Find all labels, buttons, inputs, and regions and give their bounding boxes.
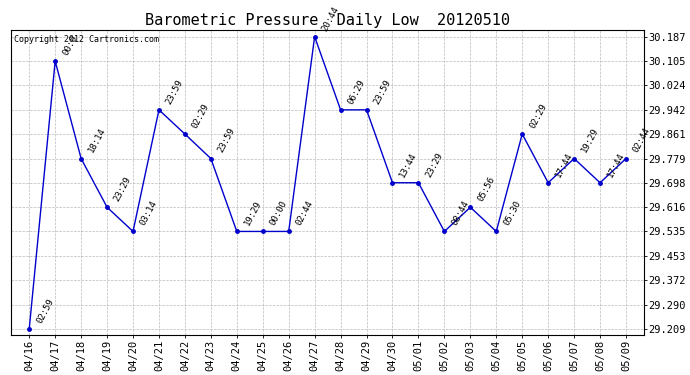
Text: 02:59: 02:59: [34, 297, 55, 325]
Text: 23:29: 23:29: [424, 151, 444, 178]
Text: 02:44: 02:44: [631, 126, 652, 154]
Title: Barometric Pressure  Daily Low  20120510: Barometric Pressure Daily Low 20120510: [145, 12, 510, 27]
Text: 23:59: 23:59: [164, 78, 185, 106]
Text: 19:29: 19:29: [242, 200, 263, 227]
Text: 17:44: 17:44: [606, 151, 627, 178]
Text: 03:14: 03:14: [139, 200, 159, 227]
Text: 02:29: 02:29: [528, 102, 549, 130]
Text: 06:29: 06:29: [346, 78, 366, 106]
Text: 00:0: 00:0: [61, 34, 79, 57]
Text: 08:44: 08:44: [450, 200, 471, 227]
Text: 23:59: 23:59: [372, 78, 393, 106]
Text: 23:59: 23:59: [217, 126, 237, 154]
Text: 02:29: 02:29: [190, 102, 211, 130]
Text: 23:29: 23:29: [112, 175, 133, 203]
Text: Copyright 2012 Cartronics.com: Copyright 2012 Cartronics.com: [14, 34, 159, 44]
Text: 05:30: 05:30: [502, 200, 522, 227]
Text: 18:14: 18:14: [87, 126, 107, 154]
Text: 17:44: 17:44: [553, 151, 574, 178]
Text: 02:44: 02:44: [294, 200, 315, 227]
Text: 19:29: 19:29: [580, 126, 600, 154]
Text: 00:00: 00:00: [268, 200, 289, 227]
Text: 05:56: 05:56: [476, 175, 496, 203]
Text: 13:44: 13:44: [398, 151, 419, 178]
Text: 20:44: 20:44: [320, 4, 341, 33]
